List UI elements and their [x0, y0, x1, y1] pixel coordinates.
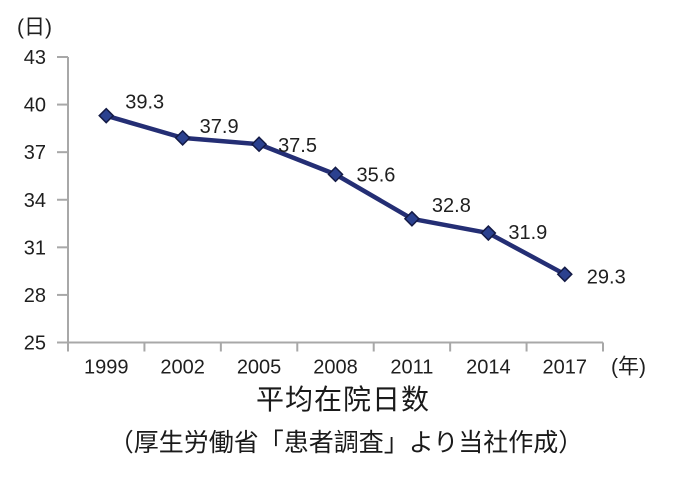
y-axis-tick-label: 34 — [24, 190, 46, 212]
line-chart: 25 28 31 34 37 40 43 1999 2002 2005 2008 2011 2014 20… — [17, 16, 646, 379]
x-axis-tick-label: 2017 — [543, 357, 588, 379]
data-point-marker — [98, 107, 115, 124]
data-point-label: 31.9 — [508, 222, 547, 244]
chart-title: 平均在院日数 — [255, 384, 430, 415]
chart-source-note: （厚生労働省「患者調査」より当社作成） — [108, 429, 584, 457]
data-point-label: 29.3 — [587, 266, 626, 288]
data-point-marker — [403, 210, 420, 227]
data-point-label: 32.8 — [432, 195, 471, 217]
y-axis-tick-label: 28 — [24, 285, 46, 307]
data-point-label: 35.6 — [357, 164, 396, 186]
data-point-marker — [327, 166, 344, 183]
data-point-marker — [556, 266, 573, 283]
x-axis-tick-label: 2008 — [313, 357, 358, 379]
series-line — [103, 113, 568, 277]
x-axis-tick-label: 2011 — [390, 357, 433, 379]
y-axis-tick-label: 37 — [24, 142, 46, 164]
data-point-marker — [251, 136, 268, 153]
x-axis-tick-label: 2005 — [237, 357, 282, 379]
y-axis-unit-label: (日) — [17, 16, 52, 39]
y-axis-tick-label: 31 — [24, 237, 46, 259]
x-axis-tick-label: 1999 — [84, 357, 129, 379]
data-point-label: 37.9 — [200, 116, 239, 138]
data-point-marker — [480, 224, 497, 242]
x-axis-unit-label: (年) — [611, 356, 646, 379]
y-axis-tick-label: 25 — [24, 333, 46, 355]
x-axis-tick-label: 2014 — [466, 357, 511, 379]
x-axis-tick-label: 2002 — [160, 357, 205, 379]
y-axis-tick-label: 40 — [24, 95, 46, 117]
y-axis-tick-label: 43 — [24, 47, 46, 69]
data-point-label: 37.5 — [278, 135, 317, 157]
data-point-label: 39.3 — [125, 92, 164, 114]
data-point-marker — [174, 129, 191, 146]
